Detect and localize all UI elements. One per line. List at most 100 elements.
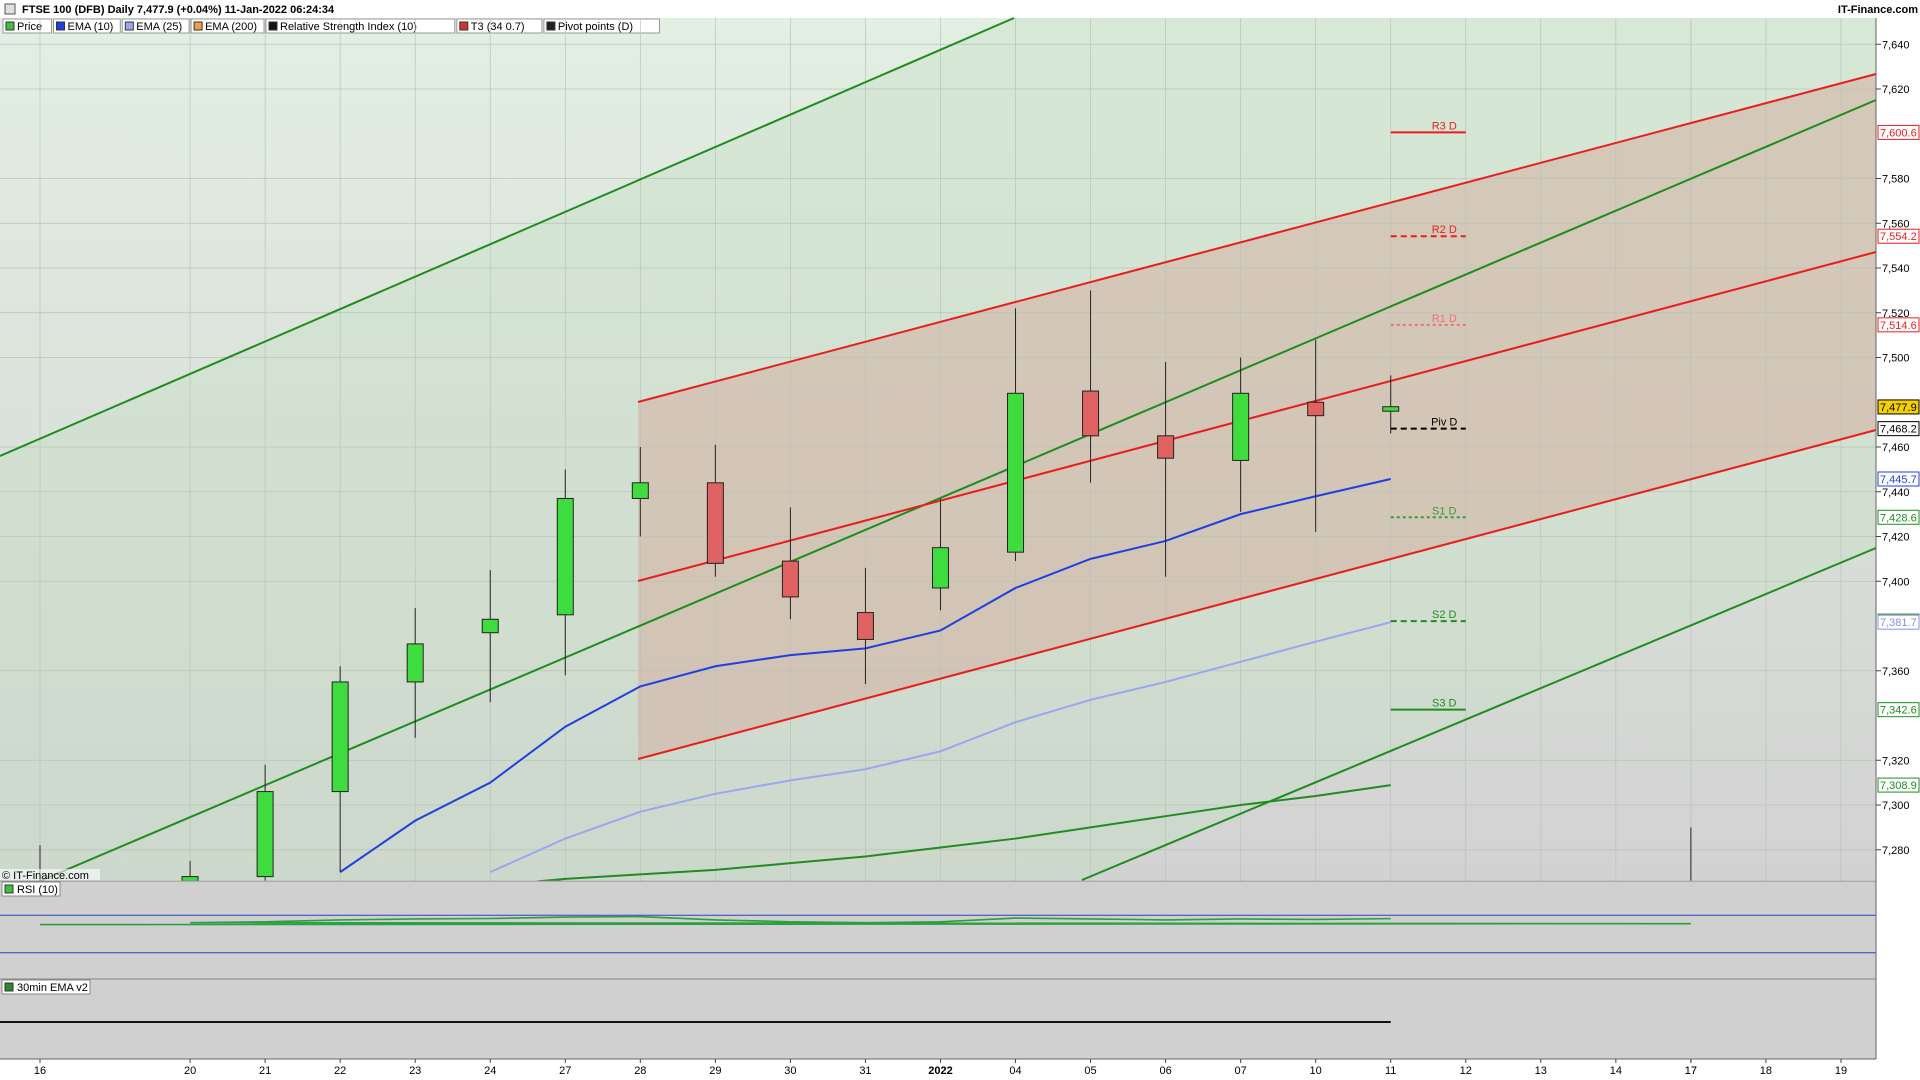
y-tick-label-7-400: 7,400 xyxy=(1882,576,1910,588)
x-tick-label-30: 30 xyxy=(784,1065,796,1077)
brand-label: IT-Finance.com xyxy=(1838,4,1918,16)
price-tag-label: 7,381.7 xyxy=(1880,617,1917,629)
legend-item-box xyxy=(121,18,190,34)
legend-item-pivot-points-d: Pivot points (D) xyxy=(543,18,661,34)
price-tag-7-554-2: 7,554.2 xyxy=(1877,228,1920,244)
x-tick-label-19: 19 xyxy=(1835,1065,1847,1077)
legend-swatch xyxy=(56,21,65,31)
pivot-label-piv-d: Piv D xyxy=(1431,417,1457,429)
pivot-label-s2-d: S2 D xyxy=(1432,609,1457,621)
y-tick-label-7-580: 7,580 xyxy=(1882,174,1910,186)
candle-23 xyxy=(406,608,424,738)
candle-body xyxy=(781,560,799,598)
x-tick-label-24: 24 xyxy=(484,1065,496,1077)
legend-item-t3-34-0-7: T3 (34 0.7) xyxy=(456,18,543,34)
legend-item-ema-200: EMA (200) xyxy=(190,18,265,34)
candle-body xyxy=(706,482,724,564)
price-tag-box xyxy=(1877,702,1920,718)
price-tag-box xyxy=(1877,421,1920,437)
price-tag-box xyxy=(1877,228,1920,244)
candle-body xyxy=(1307,401,1325,417)
rsi-label-box xyxy=(1,881,61,897)
candle-04 xyxy=(1007,308,1025,562)
candle-body xyxy=(331,681,349,793)
price-tag-7-308-9: 7,308.9 xyxy=(1877,777,1920,793)
header-bar xyxy=(0,0,1920,18)
green-channel-middle-line xyxy=(0,99,1877,899)
legend-item-box xyxy=(543,18,661,34)
price-tag-label: 7,554.2 xyxy=(1880,231,1917,243)
price-tag-label: 7,514.6 xyxy=(1880,320,1917,332)
y-tick-label-7-520: 7,520 xyxy=(1882,308,1910,320)
pivot-label-r3-d: R3 D xyxy=(1432,120,1457,132)
price-tag-7-514-6: 7,514.6 xyxy=(1877,317,1920,333)
ema30-legend-swatch xyxy=(4,982,14,992)
rsi-legend-swatch xyxy=(4,884,14,894)
price-tag-label: 7,468.2 xyxy=(1880,424,1917,436)
price-tag-box xyxy=(1877,509,1920,525)
x-tick-label-18: 18 xyxy=(1760,1065,1772,1077)
green-channel-upper-line xyxy=(0,17,1015,457)
rsi-panel-background xyxy=(0,881,1876,979)
candle-body xyxy=(406,643,424,683)
x-tick-label-22: 22 xyxy=(334,1065,346,1077)
x-tick-label-07: 07 xyxy=(1235,1065,1247,1077)
copyright-bg xyxy=(0,869,100,881)
candle-body xyxy=(1232,392,1250,461)
legend-swatch xyxy=(459,21,469,31)
title-icon xyxy=(4,3,16,15)
legend-item-box xyxy=(456,18,543,34)
price-tag-label: 7,308.9 xyxy=(1880,780,1917,792)
x-tick-label-27: 27 xyxy=(559,1065,571,1077)
price-tag-box xyxy=(1877,317,1920,333)
candle-body xyxy=(1007,392,1025,553)
ema30-panel-background xyxy=(0,979,1876,1059)
ema30-label-box xyxy=(1,979,91,995)
candle-body xyxy=(256,791,274,878)
rsi-label: RSI (10) xyxy=(17,884,58,896)
price-tag-7-342-6: 7,342.6 xyxy=(1877,702,1920,718)
legend-label: T3 (34 0.7) xyxy=(471,21,525,33)
candle-22 xyxy=(331,666,349,873)
candle-body xyxy=(1157,435,1175,459)
x-tick-label-23: 23 xyxy=(409,1065,421,1077)
x-tick-label-21: 21 xyxy=(259,1065,271,1077)
candle-27 xyxy=(556,469,574,676)
price-tags: 7,600.6 7,554.2 7,514.6 7,477.9 7,468.2 7,445… xyxy=(1877,124,1920,793)
x-tick-label-17: 17 xyxy=(1685,1065,1697,1077)
pivot-label-r2-d: R2 D xyxy=(1432,224,1457,236)
legend-swatch xyxy=(546,21,556,31)
pivot-lines: R3 D R2 D R1 D Piv D S1 D S2 D S3 D xyxy=(1390,120,1466,711)
legend-swatch xyxy=(124,21,134,31)
red-channel-middle-line xyxy=(637,251,1877,582)
y-tick-label-7-640: 7,640 xyxy=(1882,39,1910,51)
red-channel-lower-line xyxy=(637,429,1877,760)
pivot-label-s1-d: S1 D xyxy=(1432,505,1457,517)
price-tag-7-381-7: 7,381.7 xyxy=(1877,614,1920,630)
x-tick-label-2022: 2022 xyxy=(928,1065,952,1077)
legend-item-box xyxy=(2,18,52,34)
x-tick-label-28: 28 xyxy=(634,1065,646,1077)
legend-item-ema-10: EMA (10) xyxy=(53,18,121,34)
price-tag-label: 7,428.6 xyxy=(1880,512,1917,524)
candle-21 xyxy=(256,764,274,891)
legend-swatch xyxy=(268,21,278,31)
candle-07 xyxy=(1232,357,1250,512)
candle-11 xyxy=(1382,375,1400,434)
price-tag-box xyxy=(1877,124,1920,140)
candle-28 xyxy=(631,447,649,537)
candle-body xyxy=(856,612,874,640)
y-tick-label-7-320: 7,320 xyxy=(1882,755,1910,767)
legend-item-box xyxy=(190,18,265,34)
x-tick-label-20: 20 xyxy=(184,1065,196,1077)
price-tag-box xyxy=(1877,777,1920,793)
legend-item-box xyxy=(53,18,121,34)
y-tick-label-7-460: 7,460 xyxy=(1882,442,1910,454)
y-tick-label-7-360: 7,360 xyxy=(1882,666,1910,678)
candle-10 xyxy=(1307,339,1325,533)
legend-label: Pivot points (D) xyxy=(558,21,633,33)
candle-body xyxy=(631,482,649,499)
candle-body xyxy=(1382,406,1400,412)
price-tag-label: 7,600.6 xyxy=(1880,127,1917,139)
